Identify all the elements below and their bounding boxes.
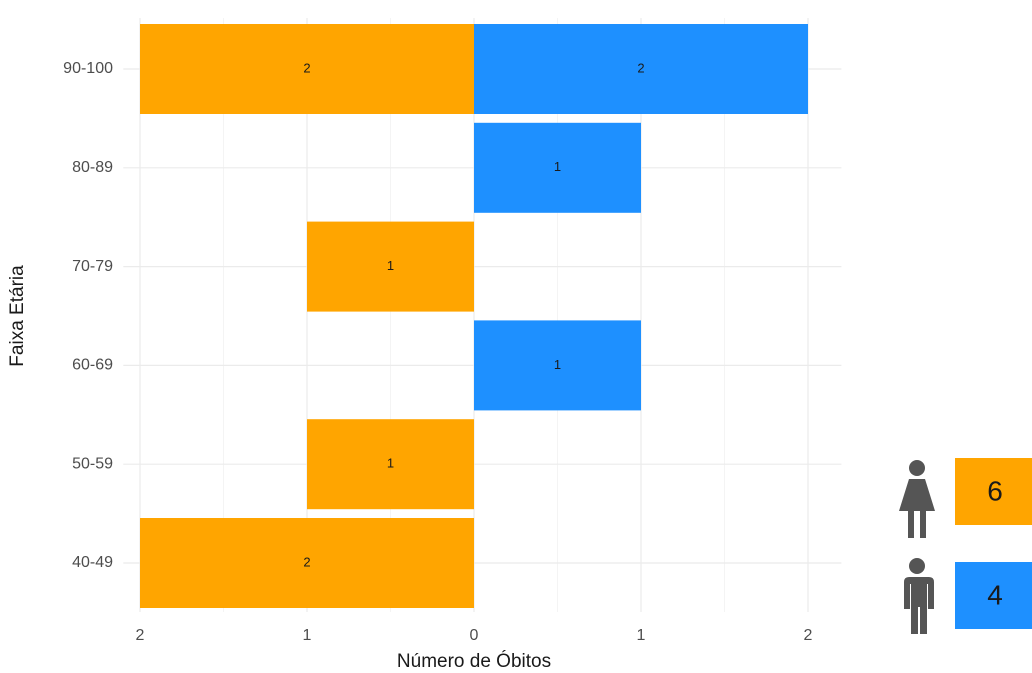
value-label: 2 (303, 60, 310, 75)
legend-box (955, 458, 1032, 525)
x-axis-title: Número de Óbitos (397, 650, 551, 672)
bar (140, 24, 474, 114)
y-axis-title: Faixa Etária (7, 265, 28, 367)
bar (474, 122, 641, 213)
value-label: 1 (387, 258, 394, 273)
y-tick-label: 60-69 (72, 357, 113, 374)
female-icon (899, 460, 935, 538)
y-tick-label: 80-89 (72, 159, 113, 176)
x-tick-label: 1 (637, 627, 646, 644)
bar (307, 221, 474, 312)
legend-box (955, 562, 1032, 629)
y-tick-label: 70-79 (72, 258, 113, 275)
value-label: 2 (637, 60, 644, 75)
x-tick-label: 2 (136, 627, 145, 644)
value-label: 1 (387, 456, 394, 471)
value-label: 2 (303, 554, 310, 569)
value-label: 1 (554, 357, 561, 372)
bar (474, 24, 808, 114)
value-label: 1 (554, 159, 561, 174)
y-tick-label: 90-100 (63, 60, 113, 77)
bar (307, 419, 474, 510)
bar (140, 518, 474, 608)
x-tick-label: 1 (303, 627, 312, 644)
legend-total: 4 (987, 579, 1003, 610)
legend-total: 6 (987, 475, 1003, 506)
y-tick-label: 40-49 (72, 554, 113, 571)
bar (474, 320, 641, 411)
x-tick-label: 2 (804, 627, 813, 644)
male-icon (904, 558, 934, 634)
x-tick-label: 0 (470, 627, 479, 644)
y-tick-label: 50-59 (72, 455, 113, 472)
bars: 2 1 1 2 2 1 1 (140, 24, 808, 608)
